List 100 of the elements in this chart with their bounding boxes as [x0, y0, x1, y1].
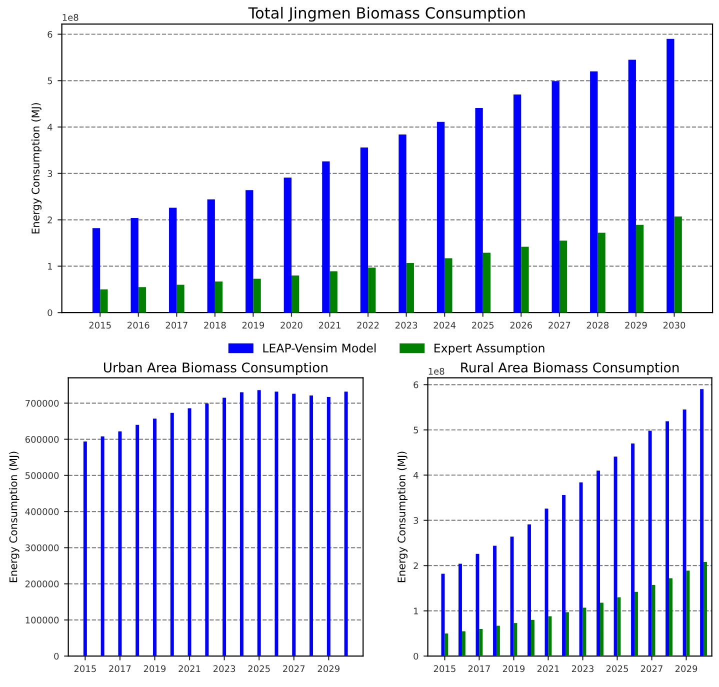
bar: [240, 392, 244, 656]
legend-label: LEAP-Vensim Model: [263, 343, 376, 353]
bar: [666, 38, 674, 313]
text: 1e8: [428, 368, 444, 375]
bar: [188, 408, 192, 656]
bar: [444, 633, 448, 656]
bar: [596, 470, 600, 656]
y-tick-label: 3: [48, 170, 52, 177]
bar: [636, 224, 644, 313]
x-tick-label: 2021: [178, 665, 200, 672]
bar: [514, 623, 518, 656]
bar: [207, 199, 215, 313]
bar: [631, 443, 635, 656]
bar: [475, 108, 483, 313]
bar: [130, 218, 138, 313]
y-tick-label: 700000: [26, 400, 59, 407]
bar: [704, 562, 707, 656]
bar: [700, 389, 704, 656]
bar: [253, 278, 261, 313]
bar: [118, 431, 122, 656]
x-tick-label: 2025: [472, 322, 494, 329]
bar: [669, 578, 672, 656]
bar: [136, 424, 140, 656]
y-tick-label: 3: [414, 517, 418, 524]
x-tick-label: 2018: [204, 322, 226, 329]
chart-title: Urban Area Biomass Consumption: [104, 362, 328, 376]
y-tick-label: 500000: [26, 472, 59, 479]
bar: [458, 564, 462, 656]
bar: [292, 394, 296, 656]
y-tick-label: 400000: [25, 508, 59, 516]
bar: [528, 524, 531, 656]
bar: [530, 620, 534, 656]
x-tick-label: 2024: [434, 322, 456, 329]
bar: [598, 232, 606, 313]
bar: [600, 602, 604, 656]
x-tick-label: 2017: [109, 665, 131, 672]
y-tick-label: 200000: [25, 580, 59, 588]
bar: [222, 398, 226, 656]
bar: [368, 268, 376, 313]
x-tick-label: 2023: [572, 665, 594, 672]
bar: [176, 284, 184, 313]
y-tick-label: 1: [414, 608, 418, 614]
bar: [326, 397, 330, 656]
legend-label: Expert Assumption: [434, 343, 544, 355]
x-tick-label: 2019: [144, 665, 166, 672]
y-tick-label: 6: [414, 381, 418, 388]
bar: [565, 612, 569, 656]
bar: [344, 392, 348, 656]
bar: [648, 430, 652, 656]
x-tick-label: 2017: [166, 322, 188, 329]
bar: [92, 228, 100, 313]
y-tick-label: 2: [414, 562, 418, 570]
bar: [562, 495, 566, 656]
y-tick-label: 5: [48, 77, 52, 84]
x-tick-label: 2028: [586, 322, 609, 329]
x-tick-label: 2015: [89, 322, 111, 329]
y-axis-title: Energy Consumption (MJ): [397, 452, 408, 582]
bar: [170, 412, 174, 656]
y-axis-title: Energy Consumption (MJ): [9, 452, 20, 582]
y-tick-label: 4: [413, 472, 418, 479]
x-tick-label: 2019: [242, 322, 264, 329]
y-tick-label: 300000: [26, 544, 59, 552]
bar: [310, 396, 314, 656]
x-tick-label: 2025: [606, 665, 628, 672]
x-tick-label: 2026: [510, 322, 532, 329]
x-tick-label: 2021: [537, 665, 559, 672]
bar: [406, 262, 414, 313]
bar: [493, 546, 496, 656]
bar: [83, 441, 87, 656]
chart-title: Rural Area Biomass Consumption: [461, 362, 679, 376]
bar: [274, 392, 278, 656]
x-tick-label: 2019: [502, 665, 525, 672]
bar: [462, 631, 466, 656]
bar: [674, 216, 682, 313]
x-tick-label: 2022: [357, 322, 379, 329]
bar: [634, 592, 638, 656]
y-tick-label: 0: [54, 652, 59, 660]
x-tick-label: 2023: [395, 322, 418, 329]
bar: [666, 421, 670, 656]
y-tick-label: 600000: [25, 436, 59, 443]
bar: [496, 626, 500, 656]
x-tick-label: 2015: [74, 665, 96, 672]
bar: [138, 287, 146, 313]
bar: [284, 178, 292, 313]
x-tick-label: 2023: [213, 665, 236, 672]
bar: [682, 410, 686, 656]
bar: [444, 258, 452, 313]
x-tick-label: 2029: [625, 322, 647, 329]
x-tick-label: 2029: [318, 665, 340, 672]
x-tick-label: 2029: [675, 665, 698, 672]
bar: [205, 404, 209, 656]
bar: [291, 275, 300, 313]
bar: [169, 208, 177, 313]
bar: [513, 94, 522, 313]
bar: [521, 246, 529, 313]
bar: [100, 436, 104, 656]
bar: [628, 60, 636, 313]
bar: [479, 628, 483, 656]
bar: [582, 608, 586, 656]
bar: [398, 134, 406, 313]
